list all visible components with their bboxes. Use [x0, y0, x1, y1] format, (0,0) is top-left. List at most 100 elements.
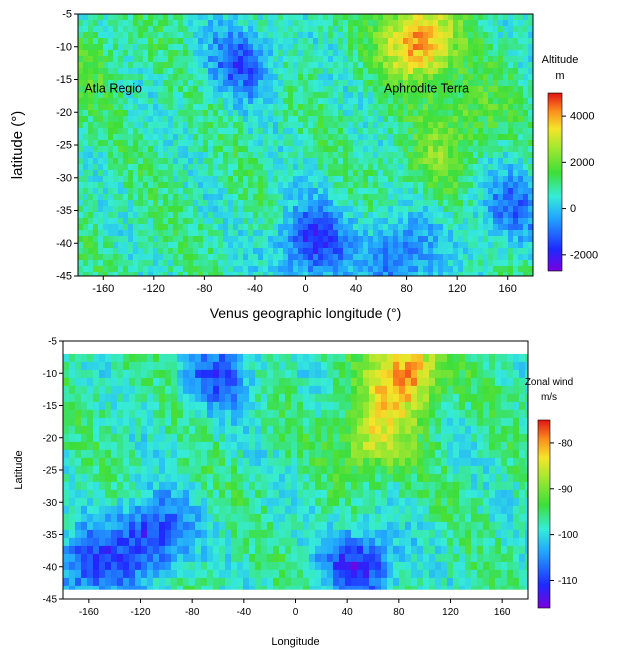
heatmap-cell — [343, 116, 349, 123]
heatmap-cell — [473, 224, 479, 231]
heatmap-cell — [303, 409, 310, 419]
heatmap-cell — [288, 218, 294, 225]
heatmap-cell — [525, 369, 529, 379]
heatmap-cell — [358, 170, 364, 177]
heatmap-cell — [433, 152, 439, 159]
heatmap-cell — [207, 393, 214, 403]
heatmap-cell — [283, 206, 289, 213]
heatmap-cell — [345, 385, 352, 395]
heatmap-cell — [353, 140, 359, 147]
heatmap-cell — [503, 74, 509, 81]
heatmap-cell — [523, 182, 529, 189]
heatmap-cell — [253, 68, 259, 75]
heatmap-cell — [463, 272, 469, 277]
heatmap-cell — [258, 170, 264, 177]
heatmap-cell — [288, 56, 294, 63]
heatmap-cell — [348, 230, 354, 237]
heatmap-cell — [143, 224, 149, 231]
heatmap-cell — [433, 38, 439, 45]
heatmap-cell — [525, 393, 529, 403]
heatmap-cell — [203, 188, 209, 195]
heatmap-cell — [258, 242, 264, 249]
heatmap-cell — [438, 236, 444, 243]
heatmap-cell — [348, 260, 354, 267]
heatmap-cell — [411, 369, 418, 379]
heatmap-cell — [408, 176, 414, 183]
heatmap-cell — [128, 80, 134, 87]
heatmap-cell — [193, 38, 199, 45]
heatmap-cell — [168, 230, 174, 237]
heatmap-cell — [348, 272, 354, 277]
heatmap-cell — [503, 158, 509, 165]
heatmap-cell — [98, 176, 104, 183]
heatmap-cell — [508, 32, 514, 39]
heatmap-cell — [258, 20, 264, 27]
heatmap-cell — [313, 32, 319, 39]
heatmap-cell — [423, 401, 430, 411]
heatmap-cell — [503, 164, 509, 171]
heatmap-cell — [338, 212, 344, 219]
heatmap-cell — [103, 68, 109, 75]
heatmap-cell — [525, 425, 529, 435]
heatmap-cell — [348, 200, 354, 207]
heatmap-cell — [429, 369, 436, 379]
heatmap-cell — [363, 86, 369, 93]
heatmap-cell — [508, 272, 514, 277]
heatmap-cell — [471, 401, 478, 411]
heatmap-cell — [458, 254, 464, 261]
heatmap-cell — [478, 218, 484, 225]
heatmap-cell — [195, 417, 202, 427]
heatmap-cell — [463, 134, 469, 141]
heatmap-cell — [218, 74, 224, 81]
heatmap-cell — [218, 200, 224, 207]
heatmap-cell — [258, 80, 264, 87]
heatmap-cell — [273, 44, 279, 51]
heatmap-cell — [248, 122, 254, 129]
heatmap-cell — [173, 224, 179, 231]
heatmap-cell — [503, 206, 509, 213]
heatmap-cell — [83, 254, 89, 261]
heatmap-cell — [223, 242, 229, 249]
heatmap-cell — [428, 224, 434, 231]
heatmap-cell — [358, 176, 364, 183]
heatmap-cell — [498, 236, 504, 243]
heatmap-cell — [223, 128, 229, 135]
heatmap-cell — [387, 441, 394, 451]
heatmap-cell — [393, 194, 399, 201]
x-tick-label: 40 — [350, 283, 362, 295]
heatmap-cell — [123, 206, 129, 213]
heatmap-cell — [279, 361, 286, 371]
heatmap-cell — [253, 218, 259, 225]
heatmap-cell — [238, 158, 244, 165]
heatmap-cell — [308, 74, 314, 81]
heatmap-cell — [93, 194, 99, 201]
heatmap-cell — [458, 248, 464, 255]
heatmap-cell — [358, 146, 364, 153]
heatmap-cell — [133, 272, 139, 277]
heatmap-cell — [118, 122, 124, 129]
heatmap-cell — [463, 182, 469, 189]
heatmap-cell — [133, 170, 139, 177]
heatmap-cell — [428, 266, 434, 273]
heatmap-cell — [501, 361, 508, 371]
x-tick-label: 160 — [499, 283, 517, 295]
heatmap-cell — [288, 200, 294, 207]
heatmap-cell — [403, 200, 409, 207]
heatmap-cell — [87, 417, 94, 427]
heatmap-cell — [489, 417, 496, 427]
heatmap-cell — [483, 170, 489, 177]
heatmap-cell — [88, 224, 94, 231]
heatmap-cell — [268, 152, 274, 159]
heatmap-cell — [238, 188, 244, 195]
heatmap-cell — [528, 140, 534, 147]
heatmap-cell — [383, 272, 389, 277]
heatmap-cell — [188, 44, 194, 51]
heatmap-cell — [213, 236, 219, 243]
heatmap-cell — [378, 230, 384, 237]
heatmap-cell — [153, 361, 160, 371]
heatmap-cell — [333, 20, 339, 27]
heatmap-cell — [183, 182, 189, 189]
heatmap-cell — [238, 62, 244, 69]
heatmap-cell — [138, 182, 144, 189]
heatmap-cell — [318, 200, 324, 207]
